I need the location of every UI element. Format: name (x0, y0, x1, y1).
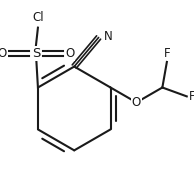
Text: N: N (104, 30, 112, 43)
Text: F: F (164, 47, 170, 60)
Text: O: O (132, 96, 141, 109)
Text: S: S (32, 47, 40, 60)
Text: O: O (0, 47, 7, 60)
Text: O: O (65, 47, 74, 60)
Text: F: F (189, 90, 194, 103)
Text: Cl: Cl (32, 11, 44, 24)
